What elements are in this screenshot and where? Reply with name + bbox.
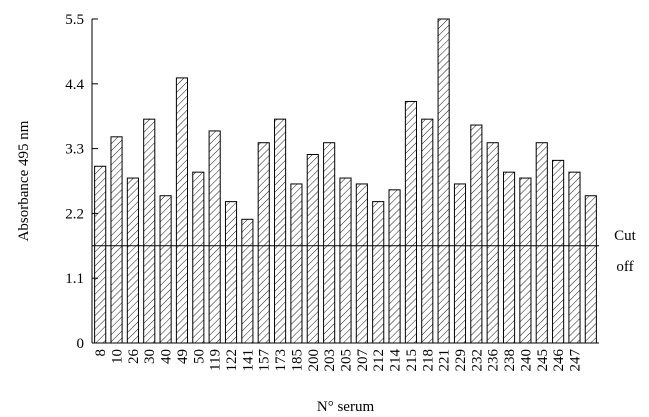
y-axis: 0 1.1 2.2 3.3 4.4 5.5 xyxy=(65,12,98,352)
x-tick-label: 218 xyxy=(420,349,436,372)
x-tick-label: 30 xyxy=(142,349,158,364)
x-tick-label: 10 xyxy=(110,349,126,364)
bar xyxy=(126,177,139,344)
bar xyxy=(584,195,597,344)
bar xyxy=(388,189,401,344)
bar xyxy=(568,171,581,344)
x-axis: 8 10 26 30 40 49 50 119 122 141 157 173 185 200 203 205… xyxy=(92,342,599,372)
x-tick-label: 229 xyxy=(453,349,469,372)
x-tick-label: 26 xyxy=(126,349,142,365)
cutoff-label-cut: Cut xyxy=(614,228,637,244)
x-tick-label: 200 xyxy=(306,349,322,372)
y-tick-label: 5.5 xyxy=(65,12,84,28)
bar xyxy=(502,171,516,344)
bars-group xyxy=(94,18,597,344)
x-tick-label: 238 xyxy=(502,349,518,372)
bar xyxy=(110,136,123,344)
y-tick-label: 4.4 xyxy=(65,77,84,93)
bar xyxy=(306,153,319,344)
x-tick-label: 240 xyxy=(518,349,534,372)
bar xyxy=(339,177,352,344)
bar xyxy=(274,118,287,344)
bar xyxy=(257,142,270,344)
x-axis-label: N° serum xyxy=(317,399,375,415)
bar xyxy=(486,142,499,344)
bar xyxy=(372,201,385,344)
x-tick-label: 246 xyxy=(551,349,567,372)
x-tick-label: 236 xyxy=(486,349,502,372)
x-tick-label: 50 xyxy=(191,349,207,364)
x-tick-label: 8 xyxy=(93,349,109,357)
bar xyxy=(323,142,336,344)
bar xyxy=(404,100,417,344)
bar xyxy=(535,142,548,344)
x-tick-label: 221 xyxy=(437,349,453,372)
bar xyxy=(552,159,565,344)
bar xyxy=(470,124,483,344)
bar xyxy=(159,195,172,344)
x-tick-label: 173 xyxy=(273,349,289,372)
x-tick-label: 157 xyxy=(257,349,273,372)
bar xyxy=(143,118,156,344)
x-tick-label: 247 xyxy=(567,349,583,372)
cutoff-label-off: off xyxy=(616,259,633,275)
x-tick-label: 40 xyxy=(159,349,175,364)
x-tick-label: 119 xyxy=(208,349,224,371)
x-tick-label: 207 xyxy=(355,349,371,372)
y-tick-label: 1.1 xyxy=(65,271,84,287)
bar xyxy=(224,201,238,344)
x-tick-label: 49 xyxy=(175,349,191,364)
y-tick-label: 2.2 xyxy=(65,206,84,222)
x-tick-label: 215 xyxy=(404,349,420,372)
x-tick-label: 122 xyxy=(224,349,240,372)
y-tick-label: 3.3 xyxy=(65,142,84,158)
bar xyxy=(175,77,189,344)
x-tick-label: 141 xyxy=(240,349,256,372)
x-tick-label: 245 xyxy=(535,349,551,372)
x-tick-label: 203 xyxy=(322,349,338,372)
bar xyxy=(519,177,532,344)
x-tick-label: 185 xyxy=(289,349,305,372)
bar xyxy=(208,130,221,344)
x-tick-label: 232 xyxy=(469,349,485,372)
y-tick-label: 0 xyxy=(77,336,85,352)
bar xyxy=(437,18,450,344)
bar xyxy=(192,171,205,344)
bar xyxy=(355,183,368,344)
x-tick-label: 205 xyxy=(339,349,355,372)
x-tick-label: 212 xyxy=(371,349,387,372)
bar xyxy=(241,218,254,344)
x-tick-label: 214 xyxy=(388,349,404,372)
bar xyxy=(290,183,303,344)
bar xyxy=(94,165,107,344)
bar xyxy=(453,183,467,344)
bar xyxy=(421,118,434,344)
y-axis-label: Absorbance 495 nm xyxy=(16,120,32,241)
